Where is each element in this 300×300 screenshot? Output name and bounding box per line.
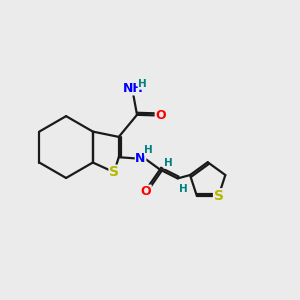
Text: H: H [164,158,172,168]
Text: H: H [178,184,187,194]
Text: N: N [135,152,146,165]
Text: H: H [144,145,153,155]
Text: H: H [138,79,147,89]
Text: O: O [140,185,151,198]
Text: S: S [109,165,119,179]
Text: NH: NH [122,82,143,95]
Text: S: S [214,189,224,203]
Text: O: O [155,109,166,122]
